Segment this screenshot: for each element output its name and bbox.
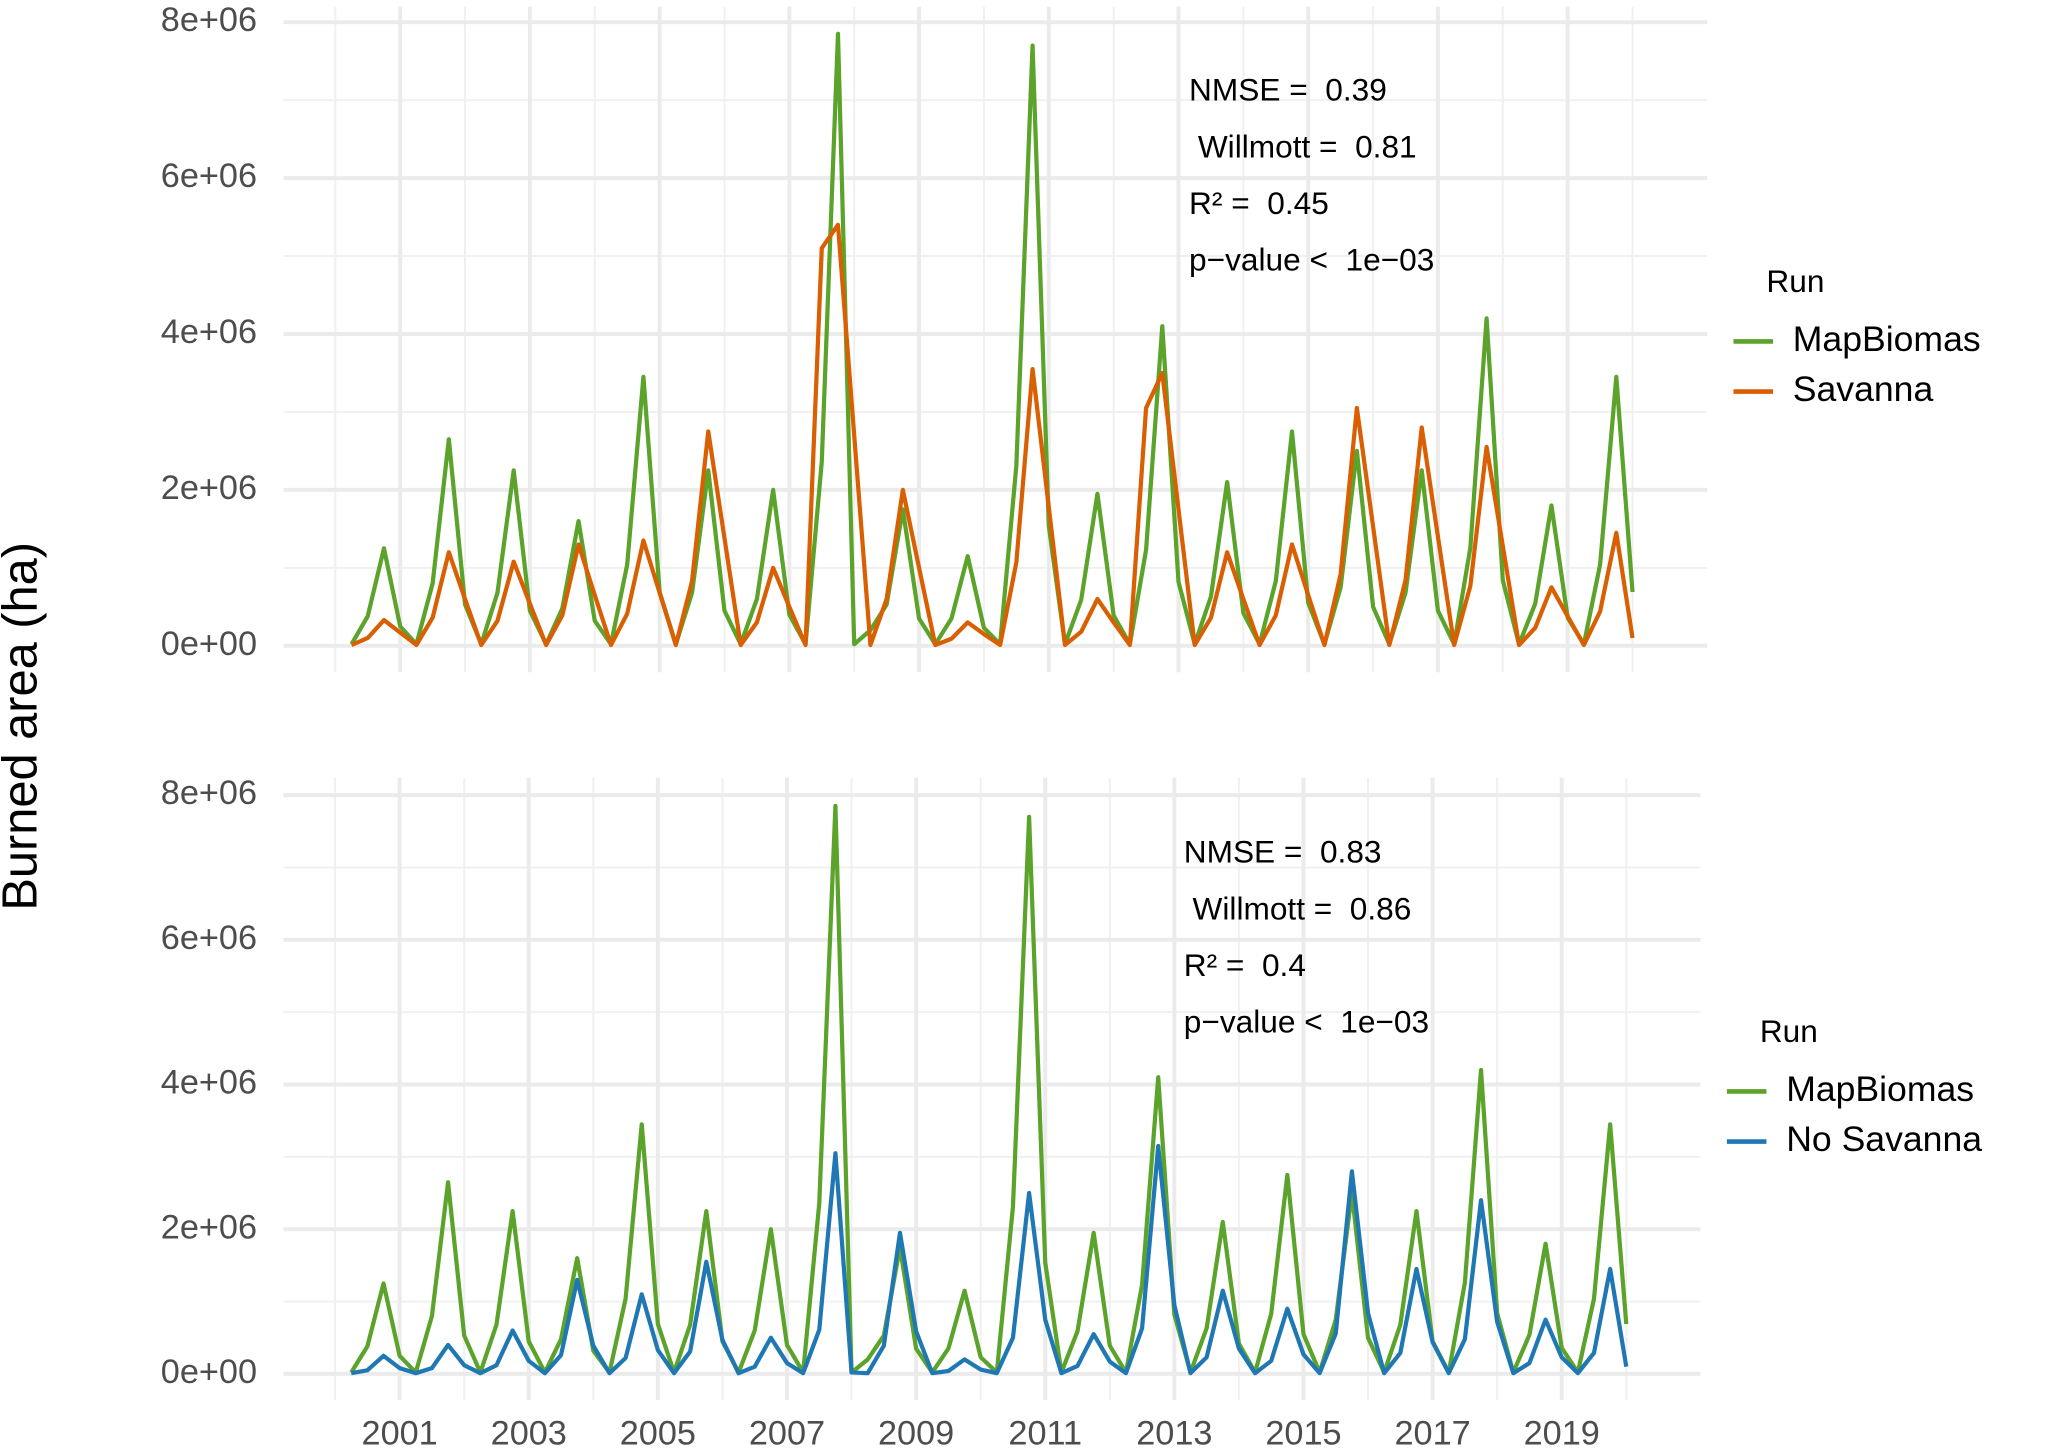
legend-label: MapBiomas — [1793, 319, 1981, 359]
x-tick-label: 2019 — [1524, 1415, 1600, 1453]
y-tick-label: 6e+06 — [161, 157, 257, 195]
legend-label: Savanna — [1793, 369, 1934, 409]
annotation: R² = 0.45 — [1189, 185, 1329, 221]
y-tick-label: 8e+06 — [161, 1, 257, 39]
x-tick-label: 2007 — [749, 1415, 825, 1453]
y-tick-label: 2e+06 — [161, 469, 257, 507]
annotation: Willmott = 0.86 — [1184, 890, 1412, 926]
x-tick-label: 2015 — [1265, 1415, 1341, 1453]
data-line — [350, 222, 1635, 648]
data-line — [349, 803, 1629, 1375]
legend-label: MapBiomas — [1786, 1069, 1974, 1109]
data-line — [349, 31, 1635, 647]
annotation: p−value < 1e−03 — [1184, 1004, 1429, 1040]
y-axis-label: Burned area (ha) — [0, 542, 48, 911]
y-tick-label: 2e+06 — [161, 1208, 257, 1246]
annotation: p−value < 1e−03 — [1189, 242, 1434, 278]
y-tick-label: 6e+06 — [161, 919, 257, 957]
x-tick-label: 2013 — [1136, 1415, 1212, 1453]
annotation: NMSE = 0.83 — [1184, 834, 1382, 870]
annotation: R² = 0.4 — [1184, 947, 1306, 983]
y-tick-label: 0e+00 — [161, 1353, 257, 1391]
x-tick-label: 2009 — [878, 1415, 954, 1453]
data-line — [350, 1143, 1629, 1376]
x-tick-label: 2011 — [1008, 1415, 1082, 1453]
legend-title: Run — [1766, 263, 1824, 299]
y-tick-label: 4e+06 — [161, 1064, 257, 1102]
y-tick-label: 4e+06 — [161, 313, 257, 351]
x-tick-label: 2017 — [1394, 1415, 1470, 1453]
x-tick-label: 2001 — [362, 1415, 438, 1453]
annotation: Willmott = 0.81 — [1189, 128, 1417, 164]
y-tick-label: 0e+00 — [161, 625, 257, 663]
legend-title: Run — [1760, 1013, 1818, 1049]
x-tick-label: 2003 — [491, 1415, 567, 1453]
x-tick-label: 2005 — [620, 1415, 696, 1453]
y-tick-label: 8e+06 — [161, 774, 257, 812]
annotation: NMSE = 0.39 — [1189, 72, 1387, 108]
legend-label: No Savanna — [1786, 1119, 1982, 1159]
